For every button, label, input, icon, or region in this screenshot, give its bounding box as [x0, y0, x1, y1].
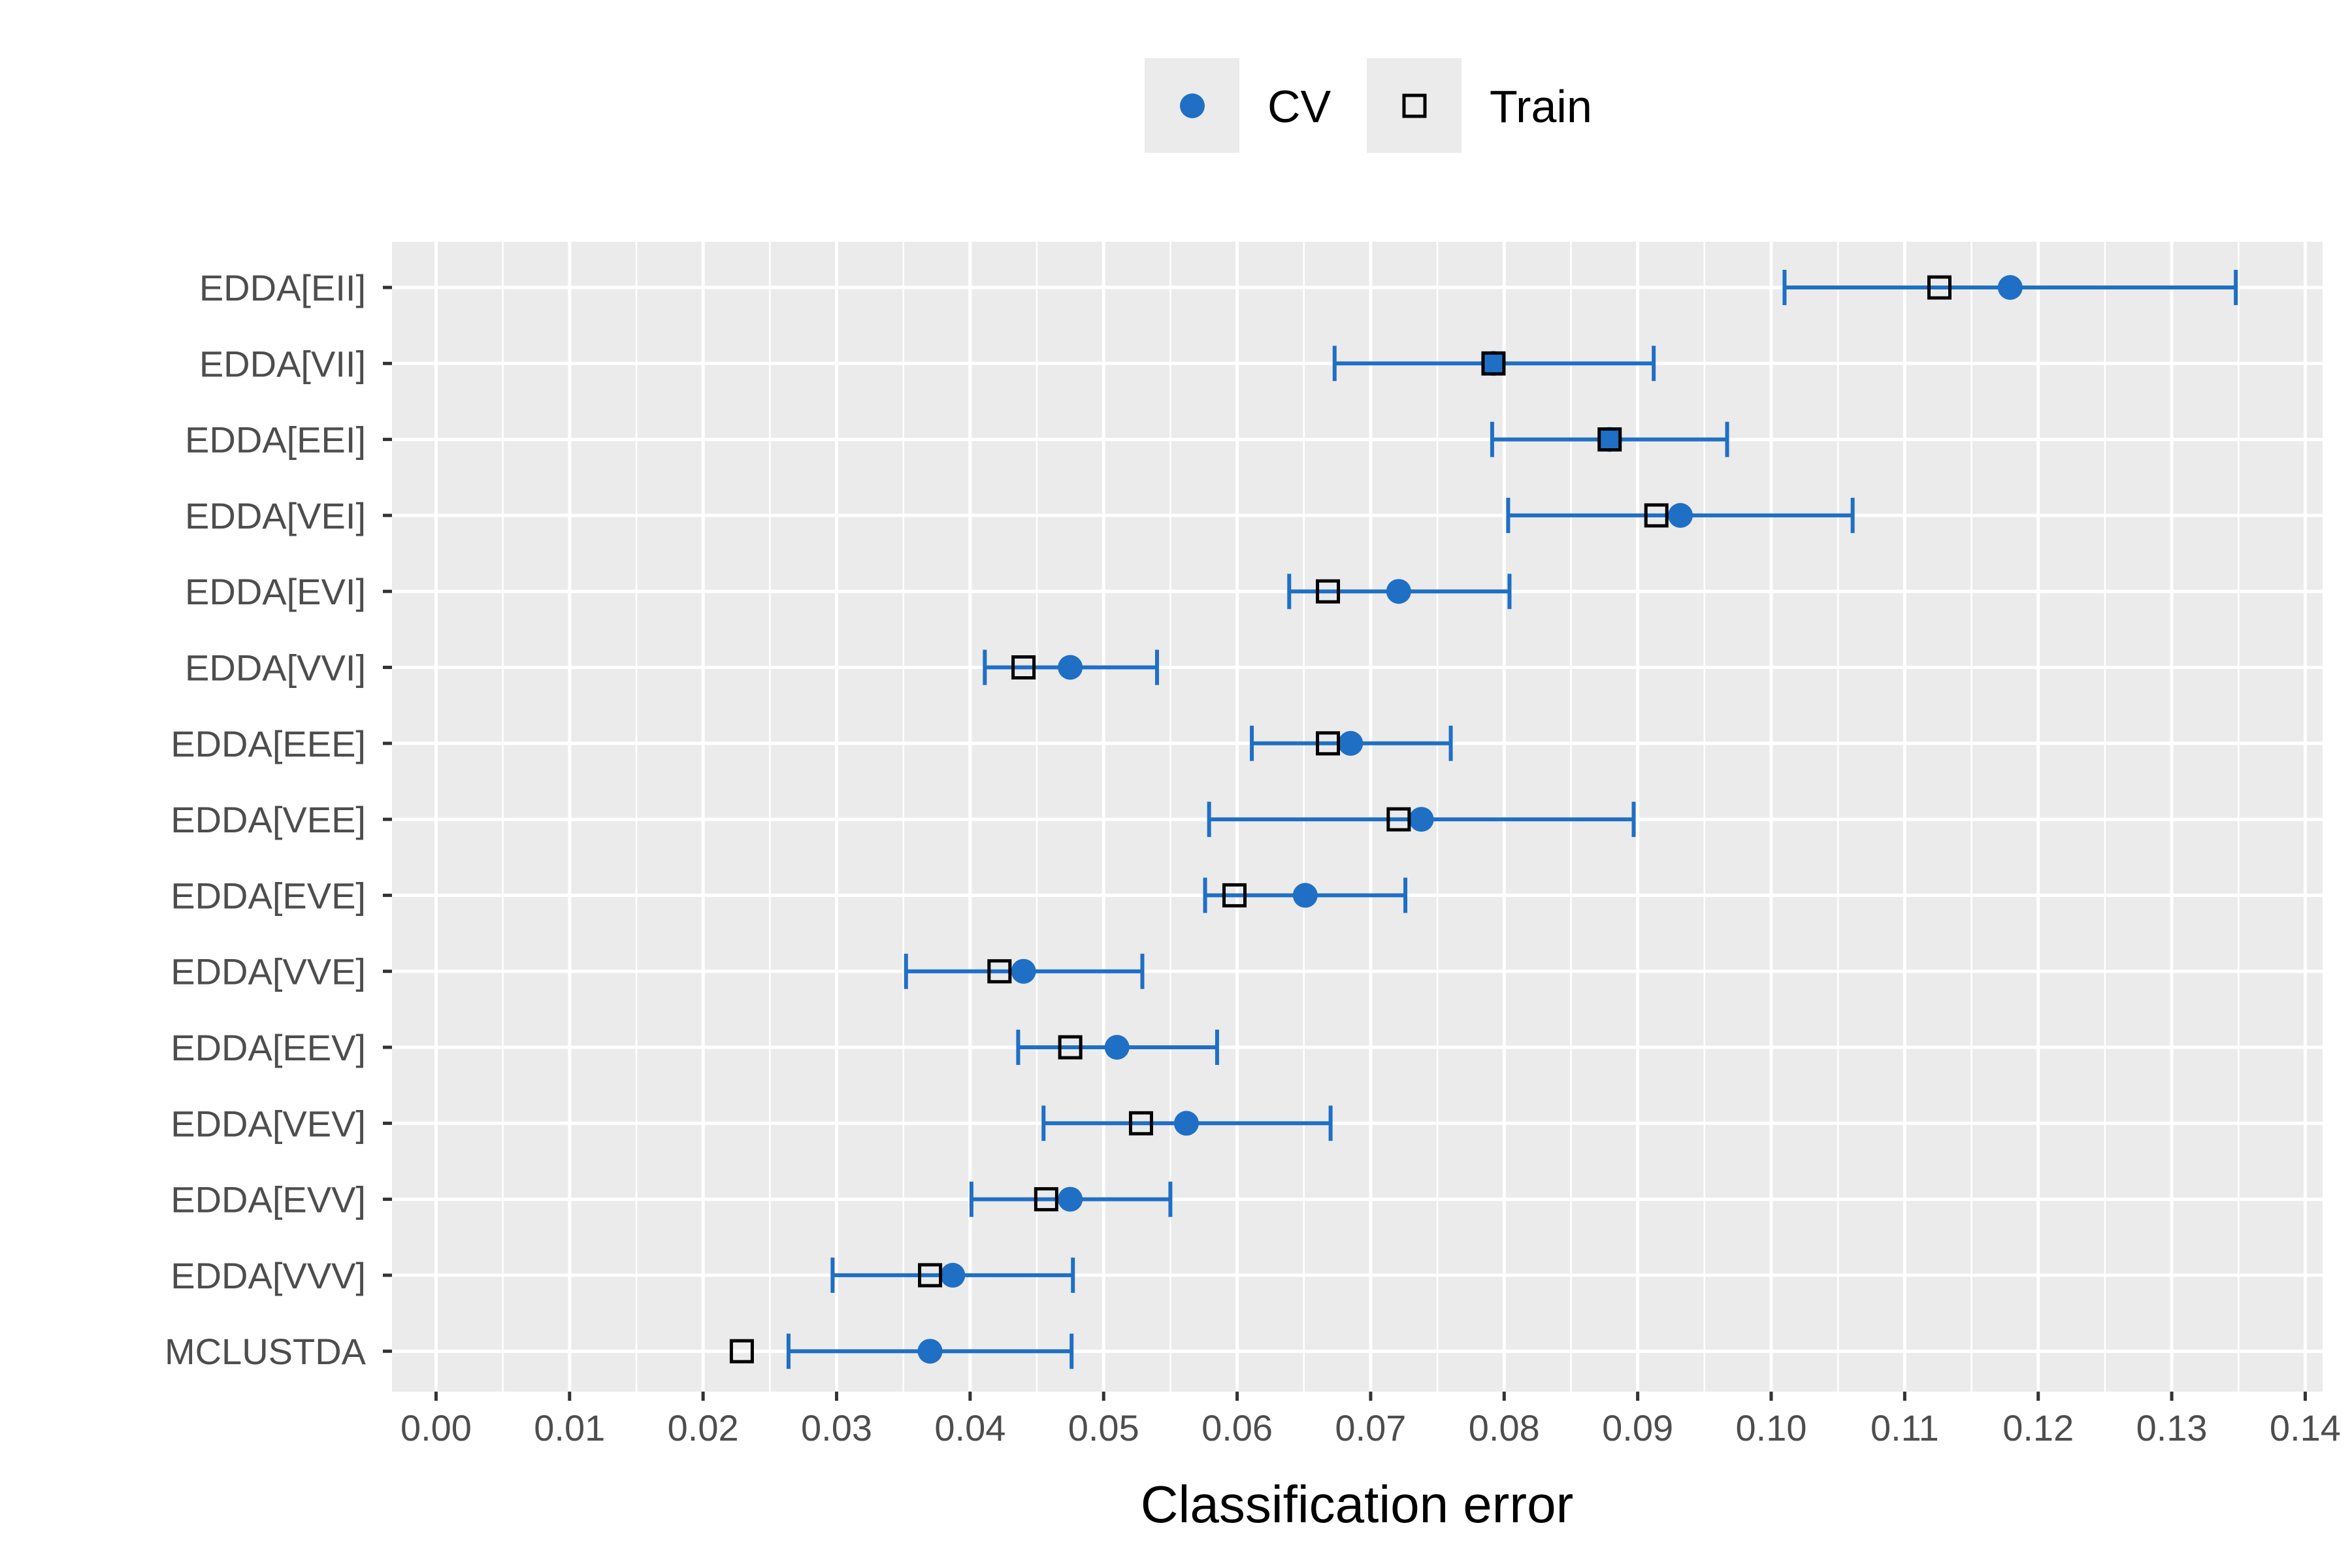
cv-point — [1668, 502, 1693, 528]
train-point — [1316, 579, 1341, 604]
train-point — [1597, 427, 1622, 452]
cv-point — [1104, 1035, 1130, 1060]
x-tick-label: 0.01 — [534, 1407, 605, 1448]
x-tick-label: 0.13 — [2136, 1407, 2208, 1448]
y-tick-label: MCLUSTDA — [165, 1331, 367, 1372]
cv-point — [1409, 807, 1434, 832]
y-tick-label: EDDA[EII] — [199, 267, 366, 308]
y-tick-label: EDDA[VEI] — [185, 495, 366, 536]
cv-point — [1997, 275, 2023, 300]
y-tick-label: EDDA[EVE] — [171, 875, 366, 916]
x-tick-label: 0.04 — [934, 1407, 1005, 1448]
train-point — [729, 1339, 754, 1364]
cv-point — [940, 1262, 966, 1288]
train-point — [1481, 351, 1506, 376]
cv-point — [1173, 1111, 1199, 1136]
x-tick-label: 0.11 — [1870, 1407, 1939, 1448]
x-tick-label: 0.02 — [668, 1407, 739, 1448]
y-tick-label: EDDA[VII] — [199, 343, 366, 384]
cv-point — [1386, 579, 1411, 604]
legend-key-train — [1367, 58, 1462, 153]
legend-train-marker — [1402, 93, 1427, 118]
cv-point — [1292, 883, 1318, 908]
cv-point — [1338, 730, 1364, 756]
legend-label-train: Train — [1490, 81, 1592, 132]
cv-point — [1011, 958, 1036, 984]
legend-cv-marker — [1180, 93, 1205, 118]
x-tick-label: 0.03 — [801, 1407, 872, 1448]
train-point — [1316, 731, 1341, 756]
cv-point — [917, 1339, 943, 1364]
y-tick-label: EDDA[EEE] — [171, 723, 366, 764]
x-tick-label: 0.00 — [400, 1407, 472, 1448]
cv-point — [1058, 1186, 1083, 1212]
y-tick-label: EDDA[VVE] — [171, 951, 366, 992]
train-point — [1034, 1187, 1058, 1212]
x-tick-label: 0.06 — [1201, 1407, 1273, 1448]
cv-point — [1480, 351, 1506, 376]
cv-point — [1058, 655, 1083, 680]
data-marks — [729, 270, 2238, 1369]
train-point — [987, 959, 1012, 984]
train-point — [1927, 275, 1952, 300]
train-point — [1222, 883, 1247, 907]
y-tick-label: EDDA[VVV] — [171, 1255, 366, 1296]
train-point — [918, 1263, 943, 1288]
y-tick-label: EDDA[EEI] — [185, 419, 366, 461]
train-point — [1011, 655, 1036, 679]
x-tick-label: 0.07 — [1335, 1407, 1406, 1448]
legend-label-cv: CV — [1267, 81, 1331, 132]
y-tick-label: EDDA[VEV] — [171, 1103, 366, 1144]
legend: CV Train — [1145, 58, 1592, 153]
x-tick-label: 0.14 — [2270, 1407, 2341, 1448]
x-tick-label: 0.08 — [1469, 1407, 1540, 1448]
plot-panel — [392, 242, 2323, 1392]
y-tick-label: EDDA[VEE] — [171, 799, 366, 840]
train-point — [1128, 1111, 1153, 1135]
train-point — [1386, 807, 1411, 832]
y-tick-label: EDDA[EVV] — [171, 1179, 366, 1220]
x-tick-label: 0.05 — [1068, 1407, 1139, 1448]
x-tick-label: 0.12 — [2002, 1407, 2074, 1448]
x-tick-label: 0.09 — [1602, 1407, 1673, 1448]
x-tick-label: 0.10 — [1736, 1407, 1807, 1448]
y-tick-label: EDDA[EEV] — [171, 1027, 366, 1068]
x-axis-title: Classification error — [1141, 1475, 1573, 1533]
axes: 0.00 0.01 0.02 0.03 0.04 0.05 0.06 0.07 0.08 0.09… — [165, 267, 2341, 1448]
y-tick-label: EDDA[VVI] — [185, 647, 366, 689]
cv-point — [1597, 427, 1622, 452]
train-point — [1058, 1035, 1083, 1060]
y-tick-label: EDDA[EVI] — [185, 571, 366, 612]
train-point — [1644, 503, 1669, 528]
